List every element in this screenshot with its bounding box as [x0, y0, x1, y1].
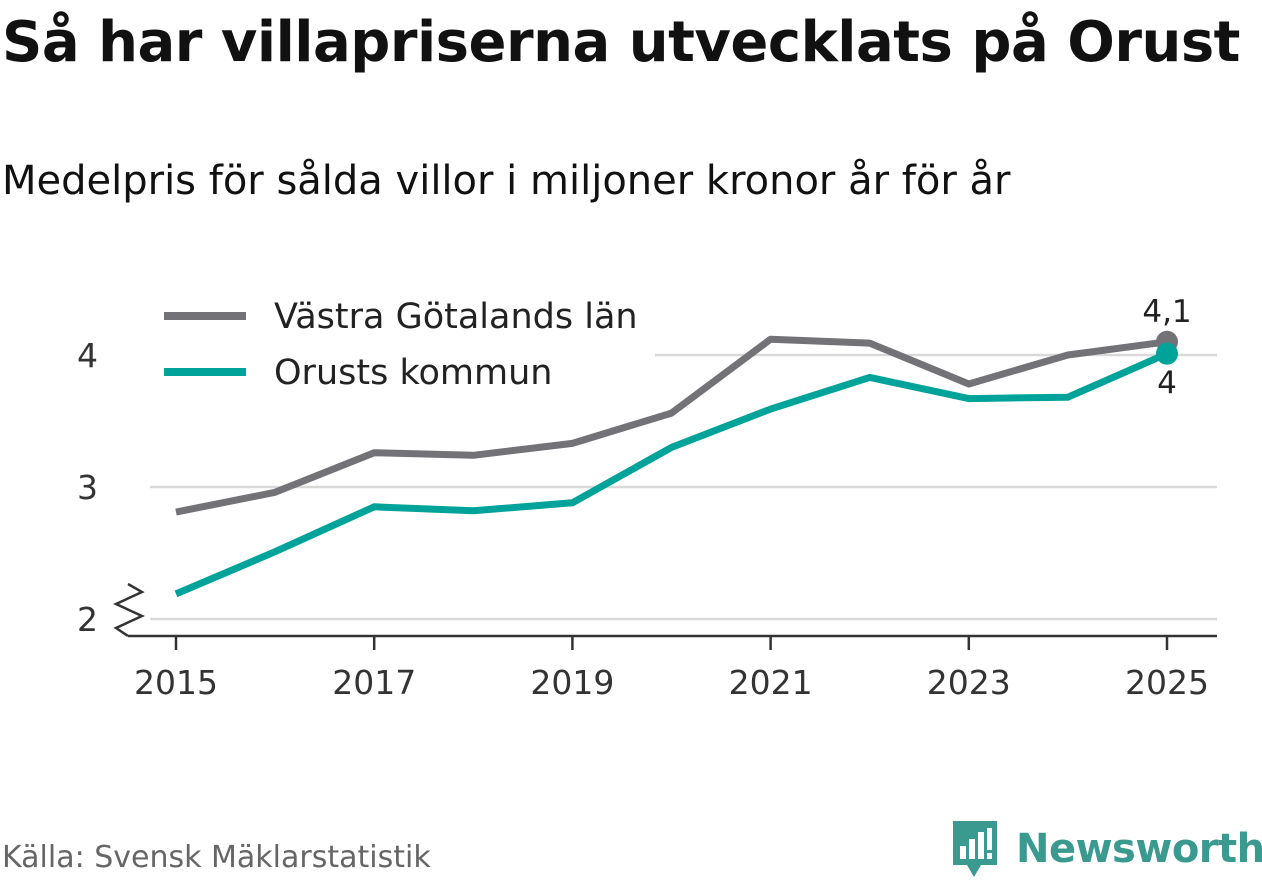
series-line-1 — [174, 350, 1169, 598]
x-tick-label-2025: 2025 — [1125, 663, 1209, 702]
brand-name: Newsworthy — [1016, 826, 1262, 872]
y-tick-label-3: 3 — [77, 468, 98, 507]
chart-subtitle: Medelpris för sålda villor i miljoner kr… — [2, 158, 1011, 204]
x-tick-label-2019: 2019 — [530, 663, 614, 702]
chart-title: Så har villapriserna utvecklats på Orust — [2, 10, 1240, 75]
series-endpoint-1 — [1156, 342, 1178, 365]
series-line-0 — [175, 335, 1168, 516]
end-label-1: 4 — [1157, 366, 1177, 402]
newsworthy-logo-icon — [953, 821, 997, 877]
x-tick-label-2017: 2017 — [332, 663, 416, 702]
series-lines — [174, 330, 1178, 598]
legend-background — [150, 290, 655, 400]
legend: Västra Götalands län Orusts kommun — [150, 290, 655, 400]
axis-break-icon — [113, 582, 145, 638]
y-tick-label-4: 4 — [77, 336, 98, 375]
axes: 2 3 4 2015 2017 2019 2021 2023 2025 — [77, 336, 1217, 702]
source-note: Källa: Svensk Mäklarstatistik — [2, 840, 431, 875]
x-tick-label-2023: 2023 — [927, 663, 1011, 702]
brand[interactable]: Newsworthy — [950, 818, 1262, 880]
legend-label-1: Orusts kommun — [274, 353, 552, 393]
end-label-0: 4,1 — [1142, 294, 1191, 330]
end-labels: 4,14 — [1142, 294, 1191, 402]
x-tick-label-2015: 2015 — [134, 663, 218, 702]
legend-label-0: Västra Götalands län — [274, 297, 638, 337]
y-tick-label-2: 2 — [77, 600, 98, 639]
x-tick-label-2021: 2021 — [729, 663, 813, 702]
